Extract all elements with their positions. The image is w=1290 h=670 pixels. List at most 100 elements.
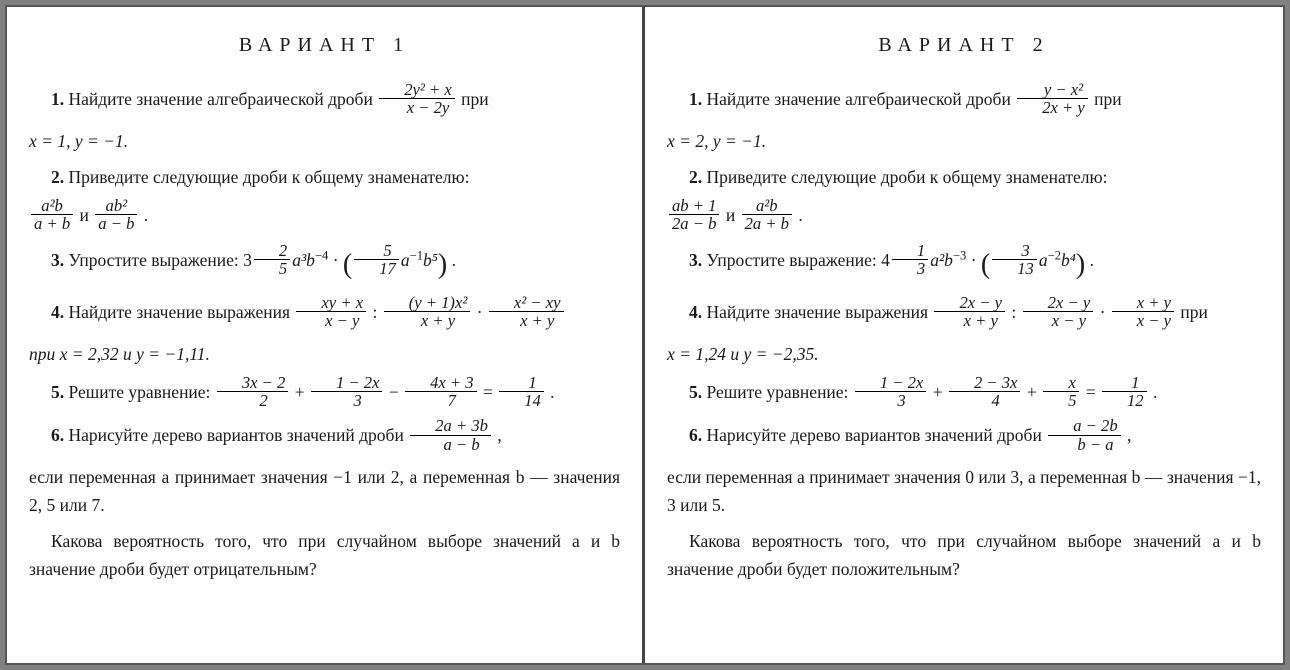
problem-2: 2. Приведите следующие дроби к общему зн… (29, 163, 620, 191)
problem-text: Нарисуйте дерево вариантов значений дроб… (64, 425, 408, 445)
op: · (328, 250, 343, 270)
problem-3: 3. Упростите выражение: 325a³b−4 · (517a… (29, 243, 620, 288)
sup: −1 (410, 249, 423, 263)
fraction: ab + 12a − b (669, 197, 719, 233)
problem-number: 2. (51, 167, 64, 187)
text: , (493, 425, 502, 445)
fraction: a²b2a + b (742, 197, 792, 233)
problem-number: 1. (689, 89, 702, 109)
text: . (546, 381, 555, 401)
problem-6-q: Какова вероятность того, что при случайн… (29, 527, 620, 583)
fraction: 313 (992, 242, 1037, 278)
fraction: 517 (354, 242, 399, 278)
expr: a³b (292, 250, 315, 270)
mixed-fraction: 25 (254, 242, 290, 278)
problem-text: Упростите выражение: 4 (702, 250, 890, 270)
problem-text: Упростите выражение: 3 (64, 250, 252, 270)
fraction: 2a + 3ba − b (410, 417, 491, 453)
op: = (1081, 381, 1100, 401)
problem-2-fractions: ab + 12a − b и a²b2a + b . (667, 199, 1261, 235)
fraction: x² − xyx + y (489, 294, 564, 330)
op: + (928, 381, 947, 401)
problem-number: 4. (51, 302, 64, 322)
op: : (368, 302, 382, 322)
problem-2: 2. Приведите следующие дроби к общему зн… (667, 163, 1261, 191)
sup: −3 (953, 249, 966, 263)
problem-2-fractions: a²ba + b и ab²a − b . (29, 199, 620, 235)
fraction: 1 − 2x3 (311, 374, 383, 410)
op: : (1007, 302, 1021, 322)
expr: b⁵ (423, 250, 438, 270)
fraction: 2y² + xx − 2y (379, 81, 455, 117)
problem-number: 1. (51, 89, 64, 109)
expr: a²b (930, 250, 953, 270)
variant-2-title: ВАРИАНТ 2 (667, 29, 1261, 61)
lparen: ( (343, 249, 352, 280)
rparen: ) (438, 249, 447, 280)
fraction: 1 − 2x3 (855, 374, 927, 410)
problem-6: 6. Нарисуйте дерево вариантов значений д… (29, 419, 620, 455)
mixed-fraction: 13 (892, 242, 928, 278)
problem-number: 4. (689, 302, 702, 322)
fraction: (y + 1)x²x + y (384, 294, 471, 330)
variant-1-panel: ВАРИАНТ 1 1. Найдите значение алгебраиче… (7, 7, 645, 663)
problem-3: 3. Упростите выражение: 413a²b−3 · (313a… (667, 243, 1261, 288)
problem-1-given: x = 2, y = −1. (667, 127, 1261, 155)
sup: −2 (1048, 249, 1061, 263)
sup: −4 (315, 249, 328, 263)
fraction: y − x²2x + y (1017, 81, 1088, 117)
fraction: x + yx − y (1112, 294, 1174, 330)
problem-number: 6. (51, 425, 64, 445)
problem-text: Найдите значение алгебраической дроби (64, 89, 377, 109)
op: · (472, 302, 487, 322)
problem-text: Приведите следующие дроби к общему знаме… (702, 167, 1107, 187)
fraction: 114 (499, 374, 544, 410)
problem-number: 5. (689, 381, 702, 401)
text: при (1176, 302, 1208, 322)
problem-1: 1. Найдите значение алгебраической дроби… (29, 83, 620, 119)
problem-number: 6. (689, 425, 702, 445)
expr: a (401, 250, 410, 270)
problem-text: Решите уравнение: (64, 381, 215, 401)
problem-6-q: Какова вероятность того, что при случайн… (667, 527, 1261, 583)
expr: b⁴ (1061, 250, 1076, 270)
text: . (794, 205, 803, 225)
problem-4: 4. Найдите значение выражения xy + xx − … (29, 296, 620, 332)
problem-6-cond: если переменная a принимает значения −1 … (29, 463, 620, 519)
op: + (290, 381, 309, 401)
fraction: x5 (1043, 374, 1079, 410)
text: . (447, 250, 456, 270)
problem-1: 1. Найдите значение алгебраической дроби… (667, 83, 1261, 119)
op: + (1022, 381, 1041, 401)
worksheet-container: ВАРИАНТ 1 1. Найдите значение алгебраиче… (5, 5, 1285, 665)
fraction: 2x − yx + y (934, 294, 1005, 330)
problem-1-given: x = 1, y = −1. (29, 127, 620, 155)
text: , (1123, 425, 1132, 445)
rparen: ) (1076, 249, 1085, 280)
problem-6-cond: если переменная a принимает значения 0 и… (667, 463, 1261, 519)
fraction: a²ba + b (31, 197, 73, 233)
problem-number: 3. (51, 250, 64, 270)
problem-5: 5. Решите уравнение: 3x − 22 + 1 − 2x3 −… (29, 376, 620, 412)
problem-text: при (457, 89, 489, 109)
problem-6: 6. Нарисуйте дерево вариантов значений д… (667, 419, 1261, 455)
problem-text: Приведите следующие дроби к общему знаме… (64, 167, 469, 187)
op: − (384, 381, 403, 401)
op: · (1095, 302, 1110, 322)
lparen: ( (981, 249, 990, 280)
op: = (479, 381, 498, 401)
fraction: 3x − 22 (217, 374, 289, 410)
text: . (1085, 250, 1094, 270)
problem-text: Найдите значение выражения (702, 302, 932, 322)
problem-text: Решите уравнение: (702, 381, 853, 401)
problem-4: 4. Найдите значение выражения 2x − yx + … (667, 296, 1261, 332)
fraction: 2 − 3x4 (949, 374, 1021, 410)
text: и (721, 205, 739, 225)
problem-text: Нарисуйте дерево вариантов значений дроб… (702, 425, 1046, 445)
text: и (75, 205, 93, 225)
problem-text: Найдите значение алгебраической дроби (702, 89, 1015, 109)
text: . (1149, 381, 1158, 401)
problem-4-given: x = 1,24 и y = −2,35. (667, 340, 1261, 368)
problem-text: Найдите значение выражения (64, 302, 294, 322)
fraction: 4x + 37 (405, 374, 477, 410)
